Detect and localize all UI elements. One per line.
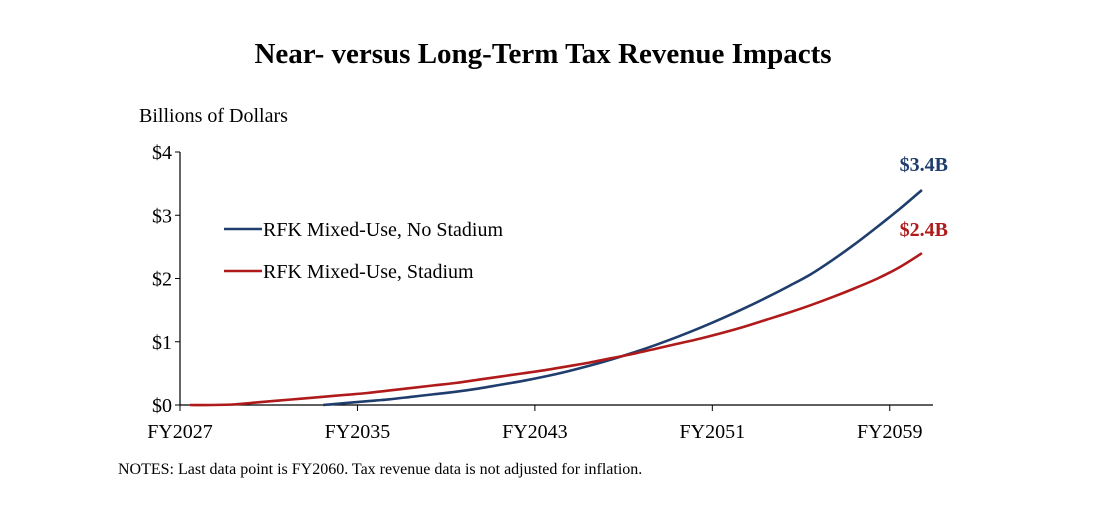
y-tick-label: $2 bbox=[152, 269, 172, 291]
x-tick-label: FY2027 bbox=[147, 421, 213, 443]
chart-title: Near- versus Long-Term Tax Revenue Impac… bbox=[254, 38, 831, 70]
x-tick-label: FY2051 bbox=[680, 421, 746, 443]
y-tick-label: $0 bbox=[152, 395, 172, 417]
y-tick-label: $4 bbox=[152, 142, 172, 164]
x-tick-label: FY2043 bbox=[502, 421, 568, 443]
y-tick-label: $1 bbox=[152, 332, 172, 354]
legend-label: RFK Mixed-Use, No Stadium bbox=[263, 219, 503, 241]
chart-note: NOTES: Last data point is FY2060. Tax re… bbox=[118, 461, 642, 478]
end-value-label: $3.4B bbox=[900, 154, 948, 176]
y-axis-label: Billions of Dollars bbox=[139, 105, 288, 127]
x-tick-label: FY2059 bbox=[857, 421, 923, 443]
legend-label: RFK Mixed-Use, Stadium bbox=[263, 261, 474, 283]
end-value-label: $2.4B bbox=[900, 219, 948, 241]
x-tick-label: FY2035 bbox=[325, 421, 391, 443]
series-line-1 bbox=[189, 252, 923, 407]
y-tick-label: $3 bbox=[152, 205, 172, 227]
